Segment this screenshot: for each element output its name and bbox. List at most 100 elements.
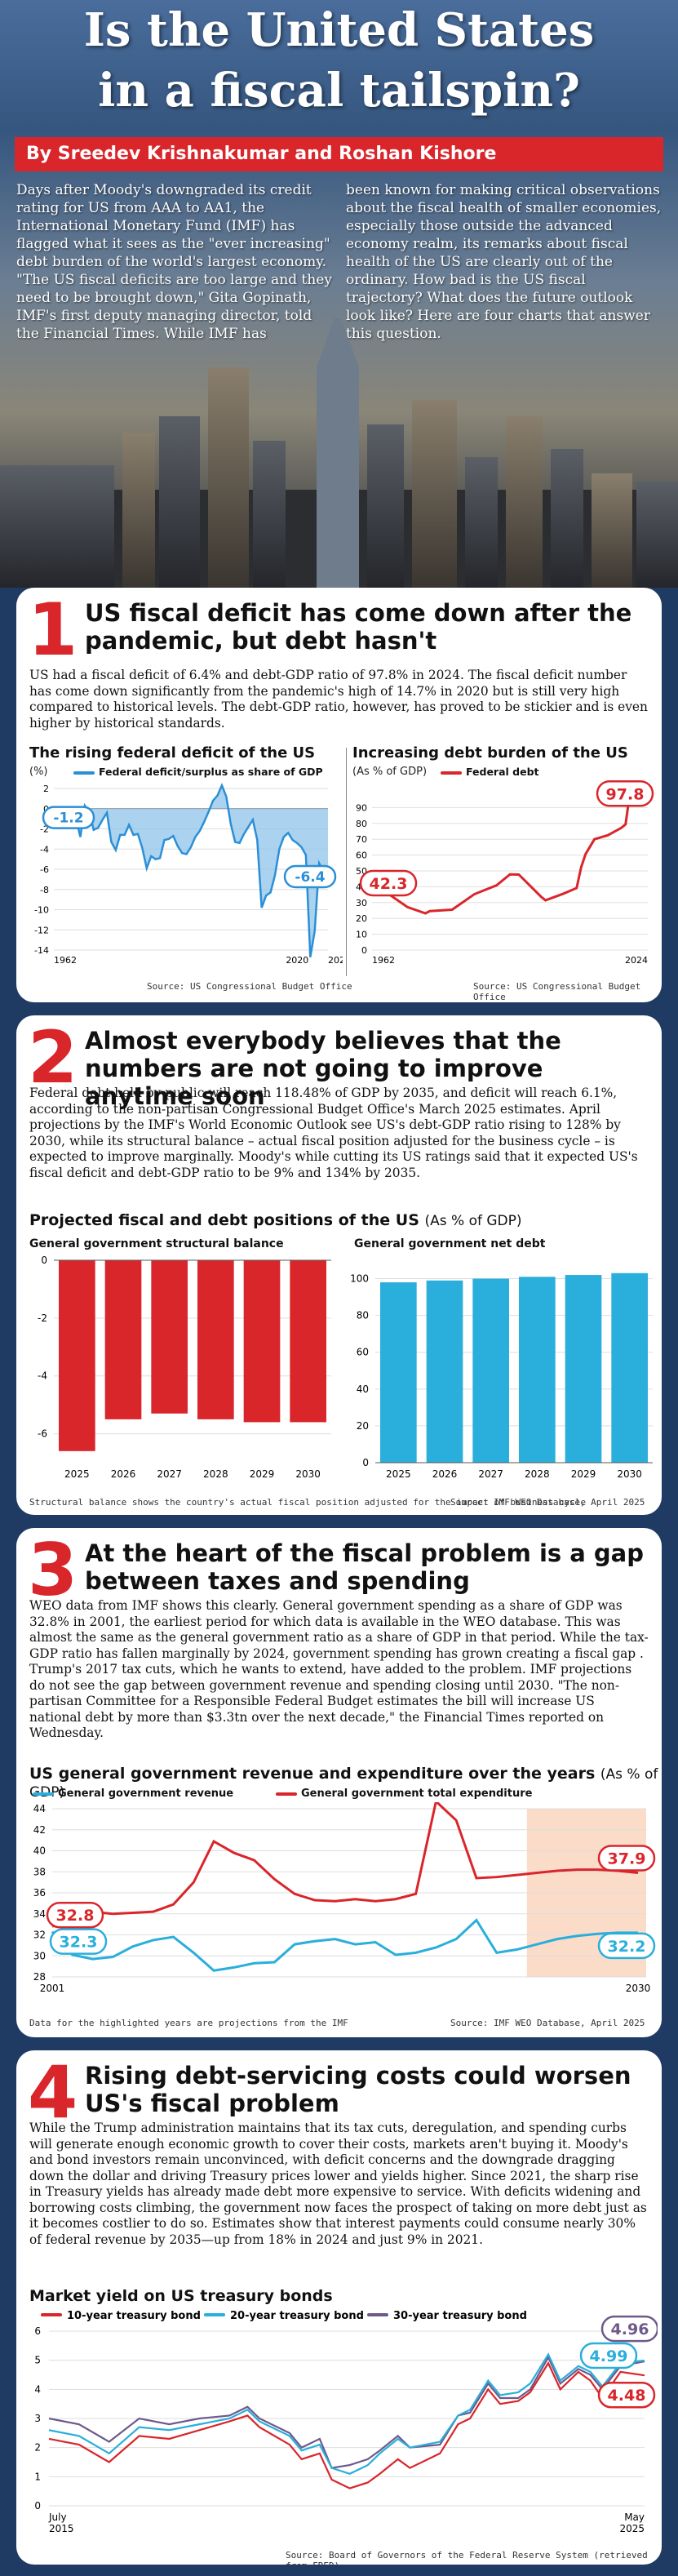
x-tick-label: 2028 [203,1468,228,1480]
data-label-20y-bg [579,2342,638,2369]
data-label-exp-start-bg [46,1901,104,1929]
data-label-start-bg [42,806,95,829]
data-label-start: 42.3 [370,875,408,893]
y-tick-label: 3 [34,2413,41,2424]
y-tick-label: 80 [357,1310,369,1321]
data-label-end-bg [596,780,654,807]
y-tick-label: 34 [33,1908,46,1920]
x-tick-label: May [624,2512,645,2523]
deficit-chart: 20-2-4-6-8-10-12-14196220202024-1.2-6.4 [34,783,343,966]
x-tick-label: 2030 [626,1983,651,1994]
y-tick-label: 36 [33,1887,46,1899]
legend-swatch [73,771,95,775]
legend-label: General government revenue [58,1788,234,1800]
chart-title: US general government revenue and expend… [29,1765,662,1801]
legend-label: Federal debt [466,766,539,778]
bar-2027 [472,1278,509,1463]
section-text: WEO data from IMF shows this clearly. Ge… [29,1598,649,1740]
chart-title: Market yield on US treasury bonds [29,2287,333,2305]
hero: Is the United States in a fiscal tailspi… [0,0,678,588]
x-tick-label: 2015 [49,2523,74,2534]
y-tick-label: 70 [356,834,367,845]
data-label-20y: 4.99 [590,2347,628,2365]
divider [346,748,347,976]
data-label-10y: 4.48 [608,2387,646,2405]
y-tick-label: 2 [34,2442,41,2454]
bar-2028 [197,1260,234,1419]
chart-legend: Federal debt [441,766,539,778]
legend-swatch [33,1792,54,1796]
x-tick-label: 2026 [432,1468,458,1480]
legend-revenue: General government revenue [33,1788,233,1800]
data-label-10y-bg [597,2381,656,2409]
chart-title: Increasing debt burden of the US [352,744,628,762]
x-tick-label: 2001 [40,1983,65,1994]
yield-line-2 [48,2355,645,2469]
x-tick-label: 2028 [525,1468,550,1480]
data-label-rev-start-bg [49,1928,108,1955]
bar-2029 [565,1275,602,1463]
x-tick-label: 2029 [571,1468,596,1480]
legend-swatch [367,2313,388,2316]
y-tick-label: 20 [357,1420,369,1432]
x-tick-label: 2025 [619,2523,645,2534]
headline-line-2: in a fiscal tailspin? [98,64,580,118]
y-tick-label: -12 [34,925,49,935]
y-tick-label: 4 [34,2383,41,2395]
debt-line [371,788,649,915]
legend-swatch [41,2313,62,2316]
bar-2030 [290,1260,326,1423]
section-title: US fiscal deficit has come down after th… [85,599,632,655]
bar-2029 [243,1260,281,1423]
y-tick-label: 0 [41,1255,47,1266]
data-label-start-bg [359,869,418,897]
y-tick-label: 6 [34,2325,41,2337]
x-tick-label: 2029 [250,1468,275,1480]
structural-balance-chart: 0 -2 -4 -6 2025 2026 2027 2028 2029 2030 [38,1255,331,1480]
byline: By Sreedev Krishnakumar and Roshan Kisho… [15,137,663,171]
section-number: 1 [28,588,78,672]
section-number: 3 [28,1528,78,1612]
x-tick-label: 2024 [625,955,648,966]
y-tick-label: -4 [40,844,49,855]
section-2: 2 Almost everybody believes that the num… [16,1015,662,1515]
data-label-start: -1.2 [53,811,83,827]
y-tick-label: 40 [33,1845,46,1857]
x-tick-label: 2030 [295,1468,321,1480]
chart-source: Source: IMF WEO Database, April 2025 [450,2018,645,2028]
section-1: 1 US fiscal deficit has come down after … [16,588,662,1002]
legend-swatch [276,1792,297,1796]
data-label-rev-start: 32.3 [60,1934,98,1952]
y-tick-label: 90 [356,802,367,813]
section-3: 3 At the heart of the fiscal problem is … [16,1528,662,2037]
city-skyline-illustration [0,318,678,588]
yield-line-0 [48,2361,645,2489]
chart-unit: (%) [29,766,48,778]
section-text: While the Trump administration maintains… [29,2121,647,2247]
legend-expenditure: General government total expenditure [276,1788,532,1800]
x-tick-label: July [48,2512,67,2523]
y-tick-label: -6 [40,864,49,875]
data-label-rev-end: 32.2 [608,1938,646,1956]
y-tick-label: -8 [40,885,49,895]
data-label-end-bg [283,864,337,889]
y-tick-label: 60 [357,1347,369,1358]
x-tick-label: 1962 [54,955,77,966]
x-tick-label: 2027 [478,1468,503,1480]
deficit-area [54,785,328,957]
section-title: At the heart of the fiscal problem is a … [85,1539,644,1595]
legend-label: General government total expenditure [301,1788,533,1800]
revenue-line [51,1918,638,1972]
section-title: Almost everybody believes that the numbe… [85,1027,561,1110]
y-tick-label: -14 [34,945,49,956]
y-tick-label: 44 [33,1803,46,1814]
section-text: US had a fiscal deficit of 6.4% and debt… [29,668,648,731]
legend-label: 10-year treasury bond [67,2310,201,2322]
x-tick-label: 2025 [64,1468,90,1480]
chart-subtitle: General government structural balance [29,1237,284,1250]
x-tick-label: 2024 [328,955,343,966]
legend-label: 20-year treasury bond [230,2310,364,2322]
yield-line-1 [48,2352,645,2475]
x-tick-label: 2027 [157,1468,182,1480]
